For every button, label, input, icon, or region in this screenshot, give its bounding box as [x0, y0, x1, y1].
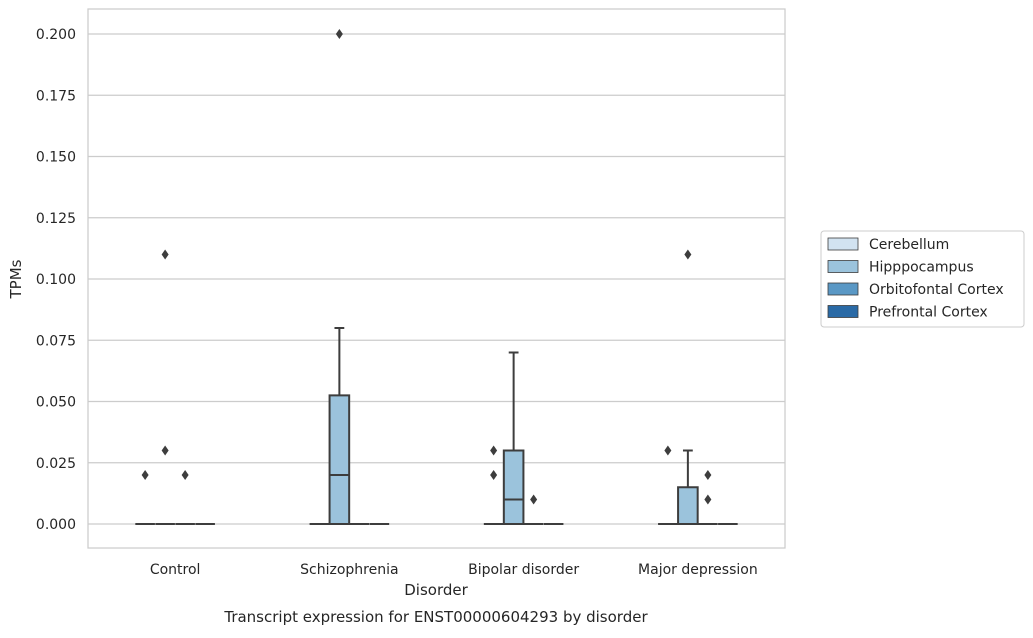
- y-tick-label: 0.150: [36, 150, 76, 166]
- gridlines: [88, 33, 785, 525]
- boxes: [135, 29, 738, 525]
- box-3-0: [658, 445, 678, 525]
- legend-frame: [820, 230, 1025, 328]
- box-3-1: [677, 249, 699, 525]
- y-tick-label: 0.000: [36, 517, 76, 533]
- box-body: [502, 449, 525, 525]
- x-axis-label: Disorder: [404, 581, 468, 599]
- box-0-0: [135, 470, 155, 525]
- box-2-1: [502, 351, 525, 525]
- outlier-point: [664, 445, 672, 456]
- box-0-2: [175, 470, 195, 525]
- outlier-point: [181, 470, 189, 480]
- legend-label: Cerebellum: [869, 237, 949, 253]
- outlier-point: [161, 249, 169, 260]
- y-tick-label: 0.175: [36, 88, 76, 104]
- x-tick-label: Bipolar disorder: [468, 562, 579, 578]
- y-tick-label: 0.100: [36, 272, 76, 288]
- legend-swatch: [827, 237, 859, 251]
- legend-label: Orbitofontal Cortex: [869, 282, 1004, 298]
- outlier-point: [490, 470, 498, 480]
- plot-frame: [87, 8, 786, 549]
- x-tick-label: Control: [150, 562, 201, 578]
- outlier-point: [335, 29, 343, 39]
- x-tick-label: Major depression: [638, 562, 758, 578]
- x-tick-label: Schizophrenia: [300, 562, 398, 578]
- outlier-point: [161, 445, 169, 456]
- legend-swatch: [827, 305, 859, 318]
- y-axis-label: TPMs: [7, 259, 25, 299]
- outlier-point: [704, 470, 712, 480]
- outlier-point: [141, 470, 149, 480]
- box-3-2: [698, 470, 718, 525]
- legend-swatch: [827, 260, 859, 273]
- box-1-1: [328, 29, 351, 525]
- legend: Cerebellum Hipppocampus Orbitofontal Corte…: [820, 230, 1025, 328]
- box-2-0: [483, 445, 504, 525]
- box-body: [677, 486, 699, 525]
- outlier-point: [530, 494, 538, 505]
- legend-label: Prefrontal Cortex: [869, 305, 988, 321]
- y-tick-label: 0.200: [36, 27, 76, 43]
- outlier-point: [704, 494, 712, 505]
- y-tick-label: 0.050: [36, 395, 76, 411]
- outlier-point: [490, 445, 498, 456]
- legend-label: Hipppocampus: [869, 260, 974, 276]
- chart-caption: Transcript expression for ENST0000060429…: [223, 608, 648, 626]
- outlier-point: [684, 249, 692, 260]
- box-0-1: [155, 249, 175, 525]
- y-tick-label: 0.125: [36, 211, 76, 227]
- box-2-2: [523, 494, 544, 525]
- y-tick-label: 0.075: [36, 333, 76, 349]
- legend-swatch: [827, 282, 859, 296]
- y-tick-label: 0.025: [36, 456, 76, 472]
- box-body: [328, 394, 351, 525]
- x-axis-ticks: Control Schizophrenia Bipolar disorder Majo…: [150, 562, 758, 578]
- y-axis-ticks: 0.000 0.025 0.050 0.075 0.100 0.125 0.150 0.175…: [36, 27, 76, 533]
